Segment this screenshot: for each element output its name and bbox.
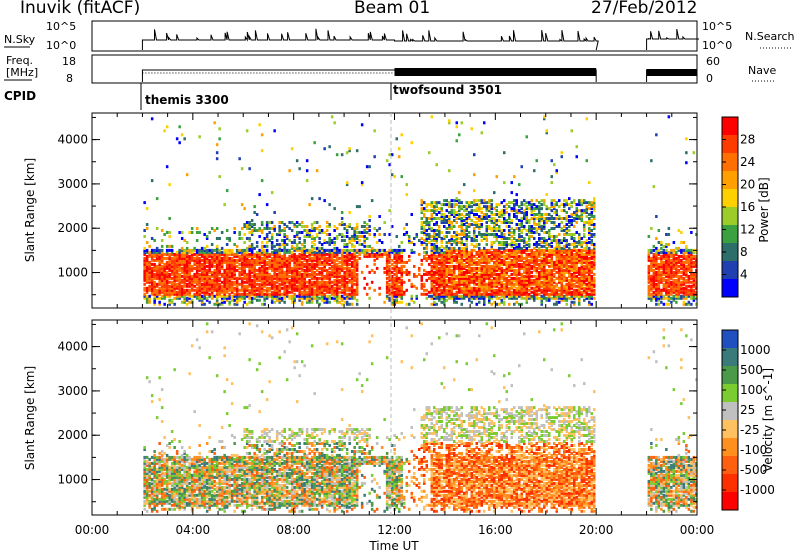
colorbar-tick: 25 — [740, 403, 755, 417]
ytick-label: 3000 — [57, 177, 88, 191]
nsearch-tick-bottom: 10^0 — [702, 39, 732, 52]
colorbar-swatch — [722, 243, 738, 261]
xaxis-label: Time UT — [368, 539, 419, 553]
freq-unit: [MHz] — [6, 66, 38, 79]
nsky-label: N.Sky — [4, 33, 36, 46]
date-title: 27/Feb/2012 — [591, 0, 698, 18]
velocity-heatmap — [143, 322, 698, 513]
colorbar-swatch — [722, 384, 738, 402]
colorbar-swatch — [722, 492, 738, 510]
colorbar-tick: -1000 — [740, 483, 775, 497]
nsky-strip: N.Sky 10^5 10^0 10^5 10^0 N.Search — [4, 20, 795, 52]
colorbar-swatch — [722, 330, 738, 348]
colorbar-tick: 500 — [740, 363, 763, 377]
ytick-label: 1000 — [57, 473, 88, 487]
beam-title: Beam 01 — [354, 0, 431, 18]
colorbar-tick: 20 — [740, 178, 755, 192]
colorbar-swatch — [722, 348, 738, 366]
xtick-label: 00:00 — [75, 523, 110, 537]
colorbar-swatch — [722, 456, 738, 474]
power-heatmap — [143, 115, 698, 306]
freq-tick-top: 18 — [62, 55, 76, 68]
cpid-seg-1: twofsound 3501 — [393, 83, 502, 97]
time-axis: 00:00 04:00 08:00 12:00 16:00 20:00 00:00 — [75, 523, 715, 537]
ytick-label: 2000 — [57, 221, 88, 235]
nsky-trace — [141, 28, 699, 51]
colorbar-swatch — [722, 438, 738, 456]
colorbar-tick: 16 — [740, 200, 755, 214]
colorbar-swatch — [722, 366, 738, 384]
power-panel: 1000 2000 3000 4000 Slant Range [km] 28 24 20… — [23, 112, 771, 309]
velocity-colorbar: 1000 500 100 25 -25 -100 -500 -1000 — [721, 329, 775, 511]
xtick-label: 08:00 — [276, 523, 311, 537]
colorbar-swatch — [722, 117, 738, 135]
velocity-ylabel: Slant Range [km] — [23, 366, 37, 470]
colorbar-swatch — [722, 402, 738, 420]
freq-strip: Freq. [MHz] 18 8 60 0 Nave — [4, 54, 776, 85]
colorbar-tick: 100 — [740, 383, 763, 397]
cpid-label: CPID — [4, 89, 36, 103]
nsearch-label: N.Search — [745, 30, 795, 43]
velocity-panel: 1000 2000 3000 4000 Slant Range [km] 1000 50… — [23, 319, 775, 516]
ytick-label: 2000 — [57, 428, 88, 442]
colorbar-swatch — [722, 135, 738, 153]
colorbar-tick: -500 — [740, 463, 767, 477]
nave-trace — [142, 68, 697, 76]
freq-tick-bottom: 8 — [66, 72, 73, 85]
site-title: Inuvik (fitACF) — [20, 0, 141, 18]
colorbar-tick: 4 — [740, 268, 748, 282]
xtick-label: 00:00 — [680, 523, 715, 537]
cpid-seg-0: themis 3300 — [145, 93, 229, 107]
colorbar-tick: 1000 — [740, 343, 771, 357]
cpid-strip: CPID themis 3300 twofsound 3501 — [4, 83, 502, 110]
nave-tick-bottom: 0 — [706, 72, 713, 85]
xtick-label: 12:00 — [377, 523, 412, 537]
power-colorbar-label: Power [dB] — [757, 177, 771, 242]
colorbar-tick: -25 — [740, 423, 760, 437]
xtick-label: 04:00 — [176, 523, 211, 537]
nsky-tick-bottom: 10^0 — [46, 39, 76, 52]
nsearch-tick-top: 10^5 — [702, 20, 732, 33]
power-ylabel: Slant Range [km] — [23, 158, 37, 262]
velocity-colorbar-label: Velocity [m s^-1] — [761, 368, 775, 472]
freq-label: Freq. — [6, 54, 33, 67]
nave-label: Nave — [748, 64, 776, 77]
ytick-label: 1000 — [57, 266, 88, 280]
colorbar-tick: 28 — [740, 133, 755, 147]
nsky-tick-top: 10^5 — [46, 20, 76, 33]
colorbar-swatch — [722, 189, 738, 207]
colorbar-swatch — [722, 420, 738, 438]
xtick-label: 20:00 — [579, 523, 614, 537]
colorbar-tick: 12 — [740, 223, 755, 237]
colorbar-swatch — [722, 261, 738, 279]
colorbar-swatch — [722, 474, 738, 492]
ytick-label: 4000 — [57, 340, 88, 354]
colorbar-swatch — [722, 153, 738, 171]
colorbar-swatch — [722, 279, 738, 297]
power-yaxis: 1000 2000 3000 4000 — [57, 113, 698, 308]
colorbar-tick: -100 — [740, 443, 767, 457]
xtick-label: 16:00 — [478, 523, 513, 537]
colorbar-tick: 24 — [740, 155, 755, 169]
ytick-label: 4000 — [57, 133, 88, 147]
colorbar-swatch — [722, 207, 738, 225]
colorbar-swatch — [722, 171, 738, 189]
velocity-yaxis: 1000 2000 3000 4000 — [57, 320, 698, 515]
colorbar-tick: 8 — [740, 245, 748, 259]
colorbar-swatch — [722, 225, 738, 243]
nave-tick-top: 60 — [706, 55, 720, 68]
power-colorbar: 28 24 20 16 12 8 4 — [721, 116, 755, 298]
ytick-label: 3000 — [57, 384, 88, 398]
